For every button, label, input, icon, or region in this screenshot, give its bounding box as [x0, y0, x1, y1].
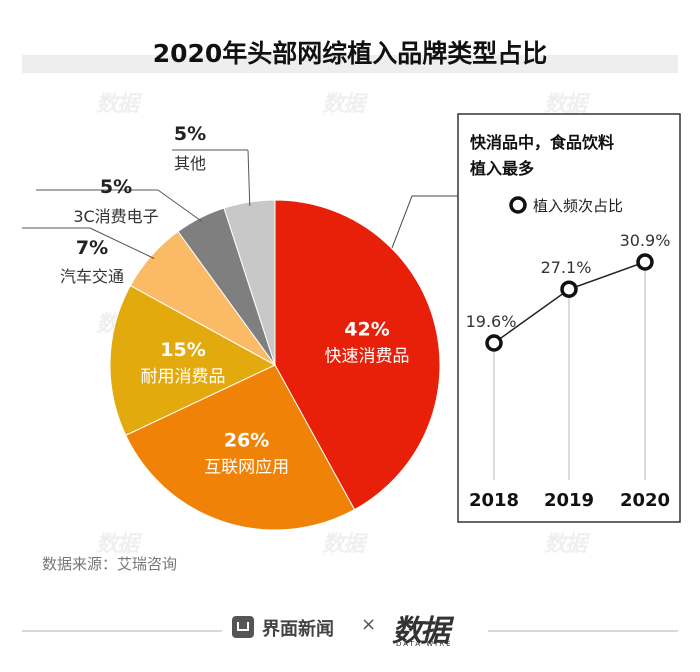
slice-pct-label: 7% [76, 237, 108, 259]
pie-slice [274, 199, 441, 511]
watermark: 数据 [322, 92, 365, 117]
data-label: 27.1% [541, 258, 592, 277]
x-tick-label: 2020 [620, 490, 670, 511]
slice-pct-label: 26% [224, 430, 269, 452]
inset-title: 植入最多 [469, 159, 534, 178]
leader-line [157, 189, 203, 222]
leader-line [247, 149, 251, 207]
watermark: 数据 [544, 92, 587, 117]
footer: 界面新闻 × 数据 DATA WIRE [0, 610, 700, 650]
data-wire-subtitle: DATA WIRE [396, 640, 453, 648]
x-tick-label: 2019 [544, 490, 594, 511]
footer-rule-left [22, 630, 222, 632]
chart-title: 2020年头部网综植入品牌类型占比 [152, 39, 548, 68]
slice-name-label: 快速消费品 [325, 346, 410, 366]
collab-times: × [361, 614, 377, 635]
slice-name-label: 汽车交通 [60, 267, 124, 286]
watermark: 数据 [544, 532, 587, 557]
data-label: 19.6% [466, 312, 517, 331]
data-wire-logo: 数据 [392, 614, 450, 649]
footer-rule-right [488, 630, 678, 632]
watermark: 数据 [322, 532, 365, 557]
data-point [560, 280, 578, 298]
pie-slice [109, 284, 277, 436]
callout-line [391, 195, 458, 249]
slice-name-label: 耐用消费品 [141, 367, 226, 387]
data-label: 30.9% [620, 231, 671, 250]
inset-title: 快消品中，食品饮料 [470, 133, 614, 152]
data-source: 数据来源：艾瑞咨询 [42, 555, 178, 573]
legend-marker [509, 196, 527, 214]
data-point [485, 334, 503, 352]
slice-pct-label: 15% [160, 339, 205, 361]
legend-label: 植入频次占比 [533, 197, 623, 215]
jiemian-logo-icon [232, 616, 254, 638]
brand-name: 界面新闻 [262, 619, 334, 640]
x-tick-label: 2018 [469, 490, 519, 511]
data-point [636, 253, 654, 271]
slice-pct-label: 42% [344, 318, 389, 340]
watermark: 数据 [96, 532, 139, 557]
slice-pct-label: 5% [174, 123, 206, 145]
slice-name-label: 其他 [174, 154, 206, 173]
watermark: 数据 [96, 92, 139, 117]
slice-name-label: 3C消费电子 [73, 207, 158, 226]
pie-slice [125, 364, 356, 531]
leader-line [89, 227, 155, 259]
slice-name-label: 互联网应用 [204, 458, 289, 478]
slice-pct-label: 5% [100, 176, 132, 198]
